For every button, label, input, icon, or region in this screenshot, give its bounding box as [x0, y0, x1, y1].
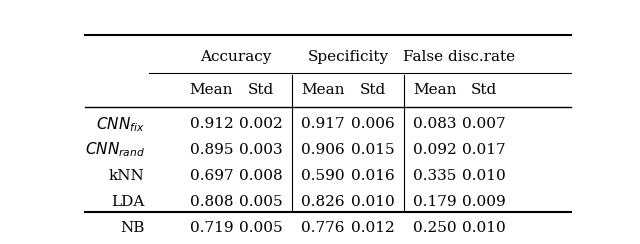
Text: Mean: Mean [301, 83, 345, 97]
Text: $CNN_{fix}$: $CNN_{fix}$ [96, 115, 145, 133]
Text: 0.092: 0.092 [413, 143, 456, 157]
Text: 0.012: 0.012 [351, 221, 394, 235]
Text: 0.906: 0.906 [301, 143, 345, 157]
Text: $CNN_{rand}$: $CNN_{rand}$ [84, 141, 145, 159]
Text: 0.005: 0.005 [239, 195, 283, 209]
Text: False disc.rate: False disc.rate [403, 50, 515, 63]
Text: Mean: Mean [189, 83, 233, 97]
Text: 0.719: 0.719 [189, 221, 233, 235]
Text: Std: Std [360, 83, 386, 97]
Text: NB: NB [120, 221, 145, 235]
Text: kNN: kNN [109, 169, 145, 183]
Text: 0.003: 0.003 [239, 143, 283, 157]
Text: 0.917: 0.917 [301, 117, 345, 131]
Text: 0.010: 0.010 [462, 221, 506, 235]
Text: 0.010: 0.010 [351, 195, 394, 209]
Text: 0.017: 0.017 [463, 143, 506, 157]
Text: 0.016: 0.016 [351, 169, 394, 183]
Text: Mean: Mean [413, 83, 456, 97]
Text: Accuracy: Accuracy [200, 50, 272, 63]
Text: 0.009: 0.009 [462, 195, 506, 209]
Text: 0.895: 0.895 [189, 143, 233, 157]
Text: Std: Std [248, 83, 274, 97]
Text: 0.912: 0.912 [189, 117, 234, 131]
Text: 0.826: 0.826 [301, 195, 345, 209]
Text: 0.002: 0.002 [239, 117, 283, 131]
Text: 0.179: 0.179 [413, 195, 456, 209]
Text: 0.007: 0.007 [463, 117, 506, 131]
Text: 0.776: 0.776 [301, 221, 345, 235]
Text: 0.335: 0.335 [413, 169, 456, 183]
Text: 0.590: 0.590 [301, 169, 345, 183]
Text: 0.015: 0.015 [351, 143, 394, 157]
Text: 0.083: 0.083 [413, 117, 456, 131]
Text: 0.008: 0.008 [239, 169, 283, 183]
Text: 0.697: 0.697 [189, 169, 233, 183]
Text: LDA: LDA [111, 195, 145, 209]
Text: 0.010: 0.010 [462, 169, 506, 183]
Text: 0.006: 0.006 [351, 117, 394, 131]
Text: 0.005: 0.005 [239, 221, 283, 235]
Text: Specificity: Specificity [307, 50, 388, 63]
Text: 0.808: 0.808 [189, 195, 233, 209]
Text: Std: Std [471, 83, 497, 97]
Text: 0.250: 0.250 [413, 221, 456, 235]
